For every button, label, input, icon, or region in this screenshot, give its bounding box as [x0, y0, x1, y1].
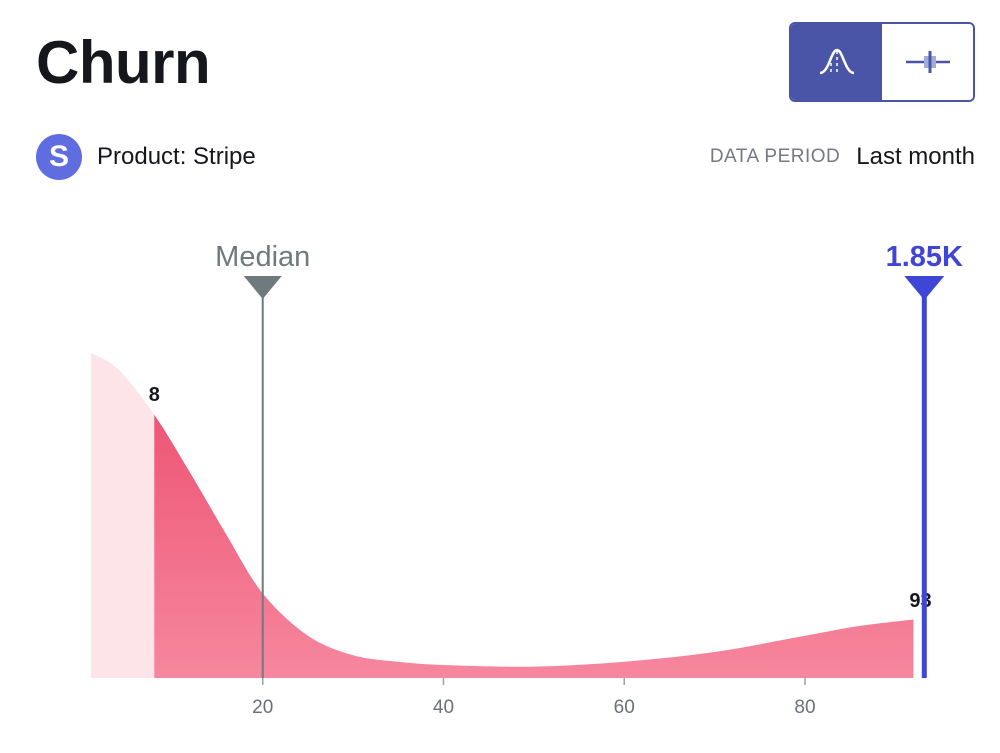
density-area-tail — [91, 353, 155, 678]
boxplot-view-button[interactable] — [882, 24, 973, 100]
stripe-logo-icon: S — [36, 134, 82, 180]
median-label: Median — [215, 241, 310, 273]
page-title: Churn — [36, 29, 211, 96]
product-info: S Product: Stripe — [36, 134, 256, 180]
distribution-curve-icon — [819, 48, 854, 75]
median-marker-icon — [243, 276, 282, 299]
x-tick-label: 40 — [433, 697, 454, 718]
value-marker-icon — [904, 276, 945, 300]
x-tick-label: 20 — [252, 697, 273, 718]
x-tick-label: 80 — [794, 697, 815, 718]
density-area-main — [154, 414, 914, 678]
distribution-view-button[interactable] — [791, 24, 882, 100]
data-period: DATA PERIOD Last month — [710, 140, 975, 174]
view-toggle — [789, 22, 975, 102]
percentile-low-label: 8 — [149, 384, 160, 406]
data-period-value[interactable]: Last month — [856, 143, 975, 170]
box-plot-icon — [905, 51, 950, 73]
percentile-high-label: 93 — [909, 590, 931, 612]
data-period-label: DATA PERIOD — [709, 146, 841, 167]
x-tick-label: 60 — [614, 697, 635, 718]
product-label: Product: Stripe — [97, 143, 256, 170]
value-marker-label: 1.85K — [886, 241, 963, 273]
